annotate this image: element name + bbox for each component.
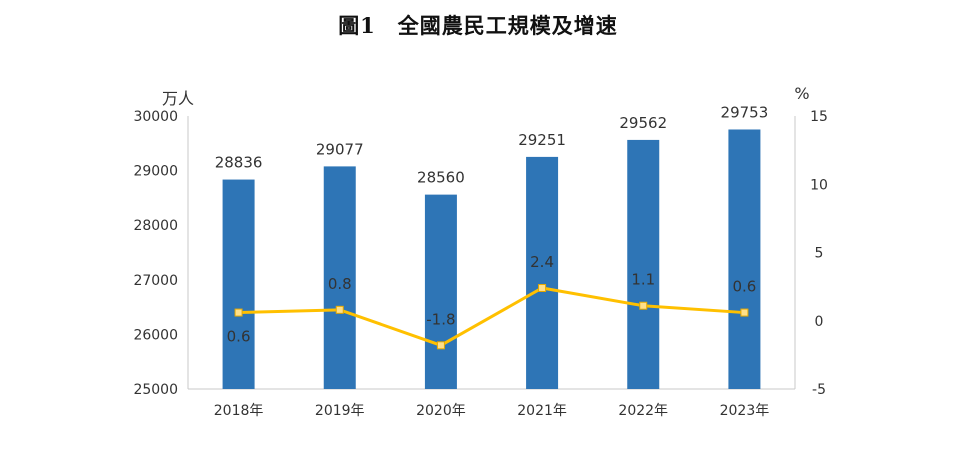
left-tick-label: 30000	[133, 109, 178, 125]
right-tick-label: 10	[810, 177, 828, 193]
x-tick-label: 2018年	[214, 403, 264, 419]
right-tick-label: 15	[810, 109, 828, 125]
line-value-label: 0.8	[328, 275, 352, 293]
x-tick-label: 2022年	[618, 403, 668, 419]
bar-value-labels: 28836 29077 28560 29251 29562 29753	[215, 103, 769, 186]
line-value-labels: 0.6 0.8 -1.8 2.4 1.1 0.6	[227, 253, 757, 346]
line-value-label: 0.6	[732, 278, 756, 296]
line-point-marker	[639, 301, 648, 310]
bar	[222, 179, 255, 389]
line-point-marker	[234, 308, 243, 317]
bar-value-label: 29251	[518, 131, 566, 149]
bar	[424, 194, 457, 389]
x-axis-labels: 2018年 2019年 2020年 2021年 2022年 2023年	[214, 403, 769, 419]
bar	[627, 139, 660, 389]
left-tick-label: 29000	[133, 164, 178, 180]
x-tick-label: 2019年	[315, 403, 365, 419]
bar	[728, 129, 761, 389]
line-point-marker	[335, 305, 344, 314]
line-point-marker	[436, 341, 445, 350]
bar-value-label: 29077	[316, 140, 364, 158]
left-tick-label: 25000	[133, 382, 178, 398]
line-point-marker	[740, 308, 749, 317]
bar-series	[222, 129, 761, 389]
growth-line-series	[234, 283, 749, 350]
right-tick-label: 5	[815, 246, 824, 262]
x-tick-label: 2023年	[720, 403, 770, 419]
right-tick-label: -5	[812, 382, 826, 398]
left-axis-ticks: 25000 26000 27000 28000 29000 30000	[133, 109, 178, 398]
bar-value-label: 29753	[721, 103, 769, 121]
growth-line	[238, 286, 745, 347]
right-axis-unit: %	[794, 84, 809, 103]
bar-value-label: 28836	[215, 154, 263, 172]
left-tick-label: 28000	[133, 218, 178, 234]
right-axis-ticks: -5 0 5 10 15	[810, 109, 828, 398]
bar	[526, 156, 559, 389]
left-axis-unit: 万人	[162, 89, 194, 108]
left-tick-label: 26000	[133, 327, 178, 343]
x-tick-label: 2021年	[517, 403, 567, 419]
line-value-label: 1.1	[631, 271, 655, 289]
line-point-marker	[538, 283, 547, 292]
bar-value-label: 28560	[417, 169, 465, 187]
line-value-label: 2.4	[530, 253, 554, 271]
chart-title: 圖1 全國農民工規模及增速	[338, 13, 618, 38]
line-value-label: -1.8	[426, 310, 455, 328]
left-tick-label: 27000	[133, 273, 178, 289]
line-value-label: 0.6	[227, 328, 251, 346]
bar	[323, 166, 356, 389]
x-tick-label: 2020年	[416, 403, 466, 419]
right-tick-label: 0	[815, 314, 824, 330]
bar-value-label: 29562	[619, 114, 667, 132]
